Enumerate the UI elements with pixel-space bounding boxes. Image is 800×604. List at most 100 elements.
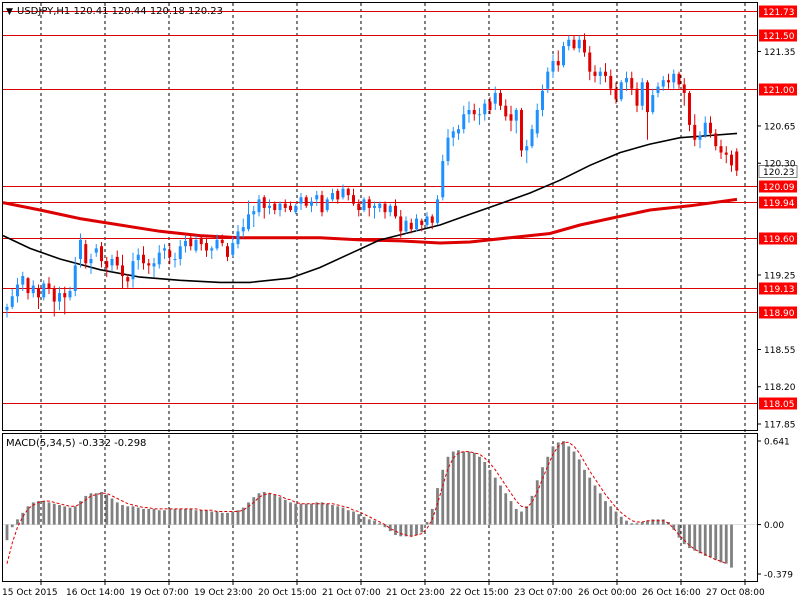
macd-histogram-bar [79,501,82,525]
candle-body-bearish [693,124,697,140]
macd-histogram-bar [451,451,455,525]
candle-body-bearish [709,122,712,134]
macd-histogram-bar [514,508,518,525]
candle-body-bullish [173,259,177,261]
macd-histogram-bar [625,520,628,525]
macd-signal-line [6,441,727,565]
candle-body-bearish [226,246,229,257]
level-label: 121.73 [763,8,795,18]
macd-histogram-bar [331,505,334,525]
candle-body-bullish [278,203,282,211]
collapse-arrow-icon[interactable]: ▼ [6,7,13,17]
candle-body-bullish [415,218,418,230]
macd-histogram-bar [268,493,271,525]
macd-histogram-bar [168,508,172,525]
macd-histogram-bar [698,524,702,554]
macd-histogram-bar [714,524,718,560]
candle-body-bullish [299,197,303,204]
candle-body-bearish [520,109,523,151]
candle-body-bearish [735,151,739,171]
candle-body-bullish [236,231,240,245]
level-label-box [759,5,797,18]
candle-body-bearish [205,243,208,251]
macd-histogram-bar [488,469,492,525]
macd-histogram-bar [472,452,476,525]
candle-body-bullish [640,82,644,106]
macd-histogram-bar [556,442,560,525]
time-axis-label: 21 Oct 23:00 [386,588,445,598]
candle-body-bearish [430,216,434,223]
candle-body-bearish [47,283,51,289]
candle-body-bearish [504,105,508,117]
macd-histogram-bar [136,507,140,525]
macd-histogram-bar [688,524,691,549]
macd-histogram-bar [478,456,481,525]
macd-histogram-bar [546,456,550,525]
candle-body-bullish [16,284,19,297]
candle-body-bullish [310,201,313,206]
macd-histogram-bar [651,519,655,525]
level-label-box [759,306,797,319]
macd-histogram-bar [577,459,581,525]
macd-histogram-bar [257,493,261,525]
level-label: 121.50 [763,32,795,42]
candle-body-bullish [215,239,219,249]
macd-histogram-bar [52,503,56,525]
candle-body-bearish [688,92,691,125]
macd-histogram-bar [199,510,203,525]
price-axis-label: 118.20 [764,383,796,393]
candle-body-bullish [157,252,161,265]
macd-histogram-bar [682,524,686,545]
macd-histogram-bar [310,503,313,525]
candle-body-bullish [478,114,481,116]
macd-histogram-bar [640,521,644,525]
level-label-box [759,397,797,410]
candle-body-bullish [184,240,187,247]
chart-header-title: USDJPY,H1 120.41 120.44 120.18 120.23 [17,6,223,17]
candle-body-bearish [346,188,350,196]
price-axis-label: 120.65 [764,122,796,132]
level-label-box [759,232,797,245]
time-axis-label: 21 Oct 07:00 [322,588,381,598]
candle-body-bullish [194,239,198,251]
candle-body-bullish [546,71,550,89]
macd-histogram-bar [499,485,502,525]
candle-body-bearish [100,246,103,262]
candle-body-bullish [530,129,534,147]
macd-indicator [3,441,757,568]
level-label: 119.60 [763,235,795,245]
candle-body-bullish [541,90,544,110]
candle-body-bullish [252,211,256,215]
candle-body-bearish [499,92,502,106]
candle-body-bearish [724,152,728,155]
candle-body-bearish [26,278,30,294]
macd-histogram-bar [115,502,119,525]
candlesticks [5,33,739,318]
macd-histogram-bar [131,506,135,525]
candle-body-bullish [325,199,329,211]
candle-body-bearish [588,52,592,72]
macd-histogram-bar [121,505,124,525]
candle-body-bullish [362,199,366,211]
macd-histogram-bar [604,501,607,525]
macd-histogram-bar [719,524,723,563]
macd-histogram-bar [709,524,712,558]
macd-histogram-bar [262,491,266,525]
macd-histogram-bar [446,456,450,525]
macd-histogram-bar [247,502,250,525]
candle-body-bearish [199,237,203,245]
macd-histogram-bar [42,501,46,525]
macd-histogram-bar [420,524,424,533]
macd-histogram-bar [430,508,434,525]
macd-histogram-bar [520,511,523,525]
macd-histogram-bar [100,491,103,525]
level-label: 119.94 [763,199,795,209]
price-axis-label: 120.30 [764,160,796,170]
macd-histogram-bar [16,519,19,525]
macd-histogram-bar [73,506,77,525]
macd-axis-label: 0.641 [764,438,790,448]
candle-body-bullish [247,214,250,230]
